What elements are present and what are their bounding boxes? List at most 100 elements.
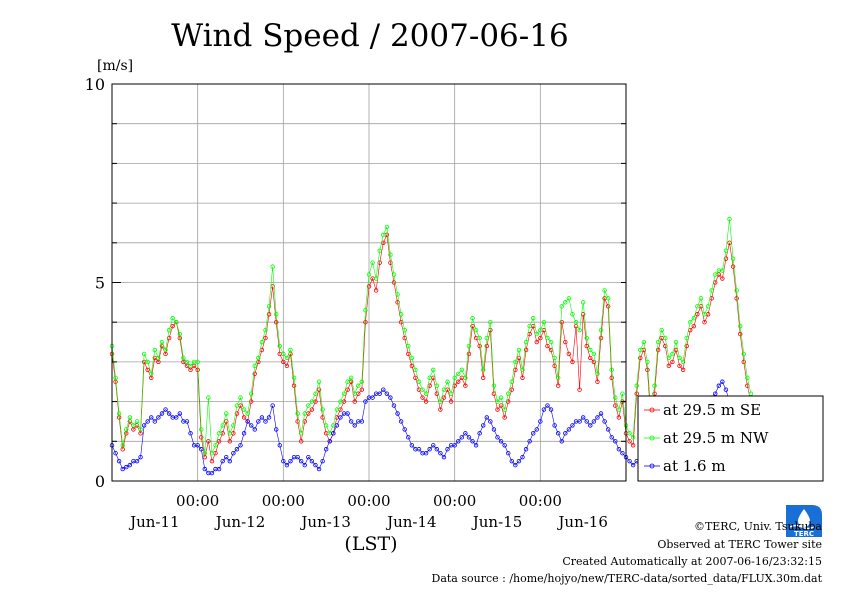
data-point (484, 415, 489, 420)
data-point (423, 391, 429, 396)
data-point (338, 415, 343, 420)
x-day-label: Jun-14 (385, 513, 437, 531)
data-point (613, 395, 618, 400)
data-point (427, 447, 432, 452)
data-point (652, 391, 657, 396)
data-point (541, 407, 547, 412)
data-point (184, 419, 190, 424)
legend-label: at 1.6 m (663, 457, 726, 475)
data-point (398, 419, 404, 424)
data-point (473, 443, 479, 448)
x-day-label: Jun-11 (128, 513, 180, 531)
data-point (256, 355, 261, 361)
logo-text: TERC (794, 530, 814, 538)
data-point (691, 316, 697, 321)
data-point (555, 431, 561, 436)
data-point (391, 280, 397, 285)
data-point (613, 403, 618, 408)
data-point (645, 359, 650, 365)
data-point (591, 419, 597, 424)
y-axis-unit-label: [m/s] (97, 58, 133, 74)
data-point (738, 323, 743, 329)
data-point (395, 300, 400, 305)
data-point (238, 443, 243, 448)
data-point (477, 343, 482, 349)
data-point (209, 458, 215, 464)
data-point (359, 379, 365, 384)
data-point (273, 320, 279, 325)
data-point (680, 359, 686, 365)
data-point (202, 466, 208, 472)
data-point (277, 443, 282, 448)
legend-label: at 29.5 m NW (663, 429, 769, 447)
data-point (445, 447, 450, 452)
data-point (423, 451, 429, 456)
data-point (513, 359, 518, 365)
data-point (520, 375, 525, 380)
data-point (177, 331, 183, 337)
data-point (295, 411, 300, 416)
data-point (345, 387, 350, 392)
data-point (149, 371, 154, 377)
data-point (127, 462, 133, 468)
data-point (188, 431, 193, 436)
data-point (609, 367, 614, 373)
data-point (170, 316, 175, 321)
data-point (423, 399, 429, 404)
x-time-tick-label: 00:00 (176, 492, 219, 510)
data-point (291, 383, 297, 388)
legend-label: at 29.5 m SE (663, 401, 761, 419)
data-point (630, 462, 636, 468)
data-point (345, 379, 350, 384)
data-point (431, 443, 436, 448)
data-point (352, 391, 357, 396)
data-point (538, 419, 543, 424)
data-point (616, 407, 622, 412)
site-text: Observed at TERC Tower site (657, 538, 822, 551)
data-point (199, 435, 204, 440)
data-point (445, 379, 450, 384)
data-point (634, 391, 639, 396)
data-point (534, 339, 539, 345)
data-point (463, 375, 468, 380)
data-point (202, 451, 208, 456)
data-point (402, 327, 407, 333)
data-point (281, 458, 286, 464)
data-point (316, 466, 322, 472)
data-point (559, 439, 564, 444)
data-point (359, 419, 365, 424)
data-point (523, 339, 529, 345)
data-point (534, 331, 539, 337)
data-point (166, 327, 172, 333)
data-point (134, 419, 140, 424)
data-point (441, 395, 447, 400)
data-point (298, 458, 304, 464)
data-point (559, 304, 564, 309)
data-point (252, 363, 257, 369)
data-point (174, 415, 179, 420)
data-point (298, 439, 304, 444)
data-point (563, 300, 568, 305)
data-point (663, 343, 668, 349)
data-point (459, 435, 465, 440)
data-point (605, 296, 611, 301)
data-point (716, 383, 722, 388)
data-point (134, 458, 140, 464)
data-point (263, 419, 268, 424)
data-point (216, 466, 222, 472)
data-point (466, 351, 472, 357)
data-point (734, 296, 739, 301)
data-point (220, 458, 225, 464)
data-point (152, 347, 158, 353)
data-point (156, 415, 161, 420)
data-point (705, 304, 711, 309)
data-point (448, 391, 454, 396)
x-day-label: Jun-15 (471, 513, 523, 531)
data-point (552, 363, 557, 369)
data-point (598, 327, 604, 333)
data-point (306, 454, 311, 460)
data-point (138, 427, 143, 432)
data-point (266, 304, 272, 309)
data-point (502, 407, 507, 412)
data-point (331, 431, 336, 436)
